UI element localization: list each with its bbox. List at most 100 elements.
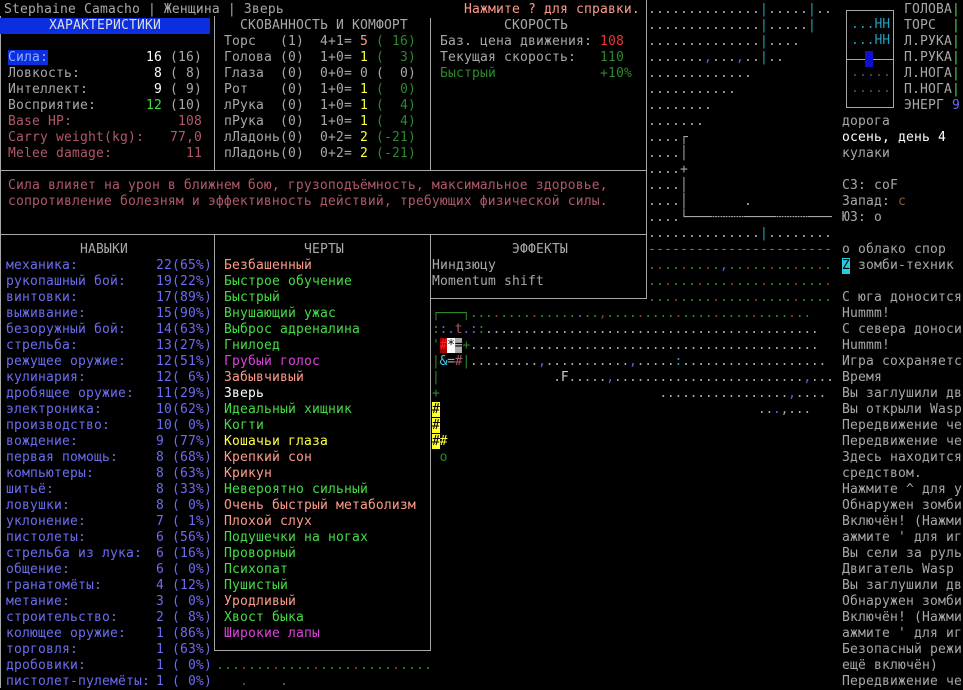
trait-item[interactable]: Психопат [224,562,288,577]
map-tile: . [697,322,705,337]
skill-row[interactable]: колющее оружие: 1 (86%) [6,626,212,642]
encumbrance-row[interactable]: Голова (0) 1+0= 1 ( 3) [224,50,416,66]
trait-item[interactable]: Идеальный хищник [224,402,352,417]
skill-row[interactable]: первая помощь: 8 (68%) [6,450,212,466]
minimap: ...HH ...HH ..... ..... [846,10,894,108]
trait-item[interactable]: Быстрый [224,290,280,305]
map-tile [477,402,485,417]
derived-label: Base HP: [8,114,72,129]
skill-row[interactable]: шитьё: 8 (33%) [6,482,212,498]
map-tile: . [712,66,720,81]
encumbrance-header[interactable]: СКОВАННОСТЬ И КОМФОРТ [240,18,408,33]
skill-row[interactable]: производство: 10( 0%) [6,418,212,434]
skill-row[interactable]: уклонение: 7 ( 1%) [6,514,212,530]
skill-row[interactable]: дробовики: 1 ( 0%) [6,658,212,674]
trait-item[interactable]: Зверь [224,386,264,401]
skill-row[interactable]: торговля: 1 (63%) [6,642,212,658]
map-tile: . [216,658,224,673]
speed-header[interactable]: СКОРОСТЬ [504,18,568,33]
effect-item[interactable]: Momentum shift [432,274,544,289]
skill-row[interactable]: стрельба из лука: 6 (16%) [6,546,212,562]
skill-row[interactable]: ловушки: 8 ( 0%) [6,498,212,514]
map-tile [629,386,637,401]
trait-item[interactable]: Пушистый [224,578,288,593]
skill-name: безоружный бой: [6,322,126,337]
trait-item[interactable]: Грубый голос [224,354,320,369]
map-tile: ┐ [462,306,470,321]
skill-row[interactable]: строительство: 2 ( 8%) [6,610,212,626]
skill-row[interactable]: выживание: 15(90%) [6,306,212,322]
encumbrance-row[interactable]: Торс (1) 4+1= 5 ( 16) [224,34,416,50]
trait-item[interactable]: Крикун [224,466,272,481]
map-view[interactable]: ..............|.....|.. ..............|..… [648,2,832,306]
stat-row[interactable]: Сила: 16 (16) [8,50,202,66]
trait-item[interactable]: Внушающий ужас [224,306,336,321]
trait-item[interactable]: Выброс адреналина [224,322,360,337]
map-view-bottom[interactable]: ........................... . . [216,658,432,690]
trait-item[interactable]: Широкие лапы [224,626,320,641]
encumbrance-row[interactable]: лРука (0) 1+0= 1 ( 4) [224,98,416,114]
stat-row[interactable]: Интеллект: 9 ( 9) [8,82,202,98]
tab-stats[interactable]: ХАРАКТЕРИСТИКИ [0,18,210,34]
stat-row[interactable]: Восприятие: 12 (10) [8,98,202,114]
trait-item[interactable]: Кошачьи глаза [224,434,328,449]
comfort-value: ( 4) [375,114,416,129]
trait-item[interactable]: Невероятно сильный [224,482,368,497]
skill-row[interactable]: безоружный бой: 14(63%) [6,322,212,338]
map-tile: . [688,98,696,113]
trait-item[interactable]: Проворный [224,546,296,561]
skill-row[interactable]: стрельба: 13(27%) [6,338,212,354]
skill-row[interactable]: винтовки: 17(89%) [6,290,212,306]
skill-row[interactable]: кулинария: 12( 6%) [6,370,212,386]
trait-item[interactable]: Плохой слух [224,514,312,529]
body-part: лЛадонь [224,130,280,145]
trait-item[interactable]: Хвост быка [224,610,304,625]
encumbrance-row[interactable]: лЛадонь(0) 0+2= 2 (-21) [224,130,416,146]
trait-item[interactable]: Когти [224,418,264,433]
map-tile: . [629,306,637,321]
trait-item[interactable]: Забывчивый [224,370,304,385]
stat-row[interactable]: Ловкость: 8 ( 8) [8,66,202,82]
effects-header[interactable]: ЭФФЕКТЫ [512,242,568,257]
skill-row[interactable]: дробящее оружие: 11(29%) [6,386,212,402]
skill-row[interactable]: вождение: 9 (77%) [6,434,212,450]
map-tile: . [824,258,832,273]
skill-row[interactable]: пистолеты: 6 (56%) [6,530,212,546]
nearby-monster[interactable]: облако спор [858,242,946,257]
skill-row[interactable]: электроника: 10(62%) [6,402,212,418]
trait-item[interactable]: Гнилоед [224,338,280,353]
trait-item[interactable]: Очень быстрый метаболизм [224,498,416,513]
map-tile: ' [432,338,440,353]
map-view-lower[interactable]: ┌───┐.................,.................… [432,306,840,466]
skill-row[interactable]: режущее оружие: 12(51%) [6,354,212,370]
skill-row[interactable]: пистолет-пулемёты: 1 ( 0%) [6,674,212,690]
nearby-monster[interactable]: зомби-техник [858,258,954,273]
trait-item[interactable]: Уродливый [224,594,296,609]
skill-row[interactable]: гранатомёты: 4 (12%) [6,578,212,594]
trait-item[interactable]: Быстрое обучение [224,274,352,289]
trait-item[interactable]: Безбашенный [224,258,312,273]
message-item: Обнаружен зомби [842,594,962,609]
map-tile: . [792,274,800,289]
skill-row[interactable]: метание: 3 ( 0%) [6,594,212,610]
encumbrance-row[interactable]: Рот (0) 1+0= 1 ( 0) [224,82,416,98]
skill-row[interactable]: общение: 6 ( 0%) [6,562,212,578]
skill-row[interactable]: рукопашный бой: 19(22%) [6,274,212,290]
map-tile: | [462,354,470,369]
skill-row[interactable]: компьютеры: 8 (63%) [6,466,212,482]
map-tile: . [808,274,816,289]
map-tile: . [757,370,766,385]
skill-name: стрельба из лука: [6,546,142,561]
skills-header[interactable]: НАВЫКИ [80,242,128,257]
trait-item[interactable]: Крепкий сон [224,450,312,465]
encumbrance-row[interactable]: пРука (0) 1+0= 1 ( 4) [224,114,416,130]
effect-item[interactable]: Ниндзюцу [432,258,496,273]
map-tile: . [744,226,752,241]
trait-item[interactable]: Подушечки на ногах [224,530,368,545]
traits-header[interactable]: ЧЕРТЫ [304,242,344,257]
border [0,234,647,235]
encumbrance-row[interactable]: Глаза (0) 0+0= 0 ( 0) [224,66,416,82]
skill-row[interactable]: механика: 22(65%) [6,258,212,274]
map-tile [553,386,561,401]
encumbrance-row[interactable]: пЛадонь(0) 0+2= 2 (-21) [224,146,416,162]
